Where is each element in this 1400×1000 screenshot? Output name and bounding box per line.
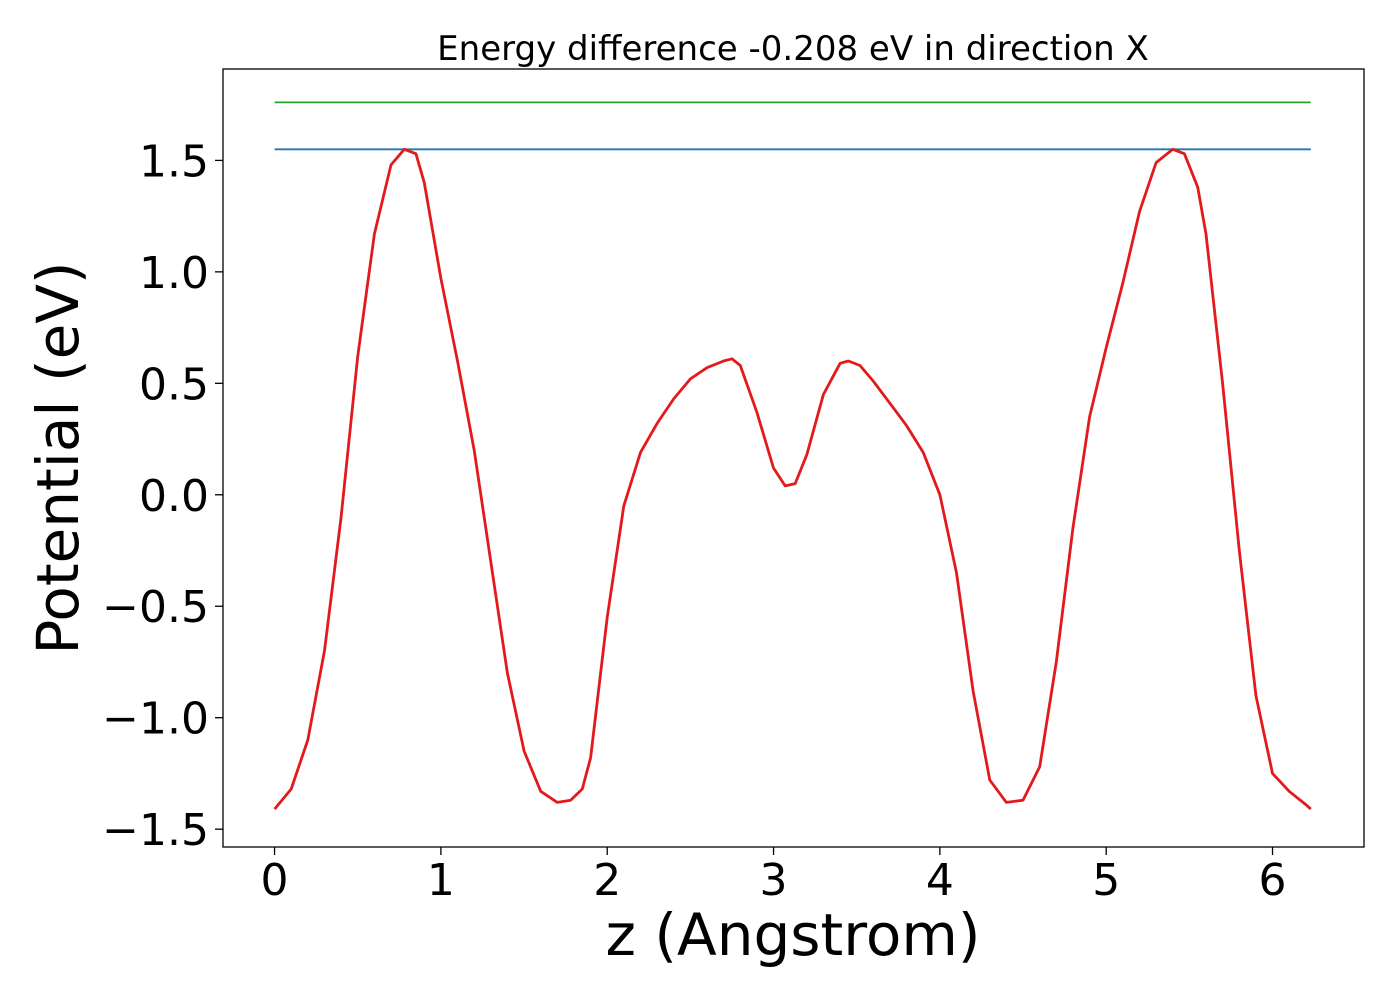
x-tick-label: 0 [261, 855, 289, 906]
y-tick-label: 1.5 [139, 136, 209, 187]
y-tick-label: −1.0 [102, 694, 209, 745]
series-line-potential [273, 147, 1312, 811]
y-axis-ticks: −1.5 −1.0 −0.5 0.0 0.5 1.0 1.5 [102, 136, 223, 856]
plot-clip-group [273, 101, 1312, 811]
y-axis-title: Potential (eV) [24, 261, 92, 654]
y-tick-label: 0.0 [139, 471, 209, 522]
x-axis-ticks: 0 1 2 3 4 5 6 [261, 847, 1287, 906]
plot-frame [222, 68, 1365, 848]
x-tick-label: 6 [1259, 855, 1287, 906]
y-tick-label: 1.0 [139, 248, 209, 299]
y-tick-label: −1.5 [102, 805, 209, 856]
series-layer [273, 101, 1312, 811]
y-tick-label: 0.5 [139, 359, 209, 410]
x-tick-label: 4 [926, 855, 954, 906]
x-tick-label: 5 [1092, 855, 1120, 906]
x-tick-label: 2 [593, 855, 621, 906]
x-tick-label: 1 [427, 855, 455, 906]
x-tick-label: 3 [760, 855, 788, 906]
x-axis-title: z (Angstrom) [606, 901, 981, 969]
y-tick-label: −0.5 [102, 582, 209, 633]
chart-title: Energy difference -0.208 eV in direction… [437, 29, 1149, 69]
